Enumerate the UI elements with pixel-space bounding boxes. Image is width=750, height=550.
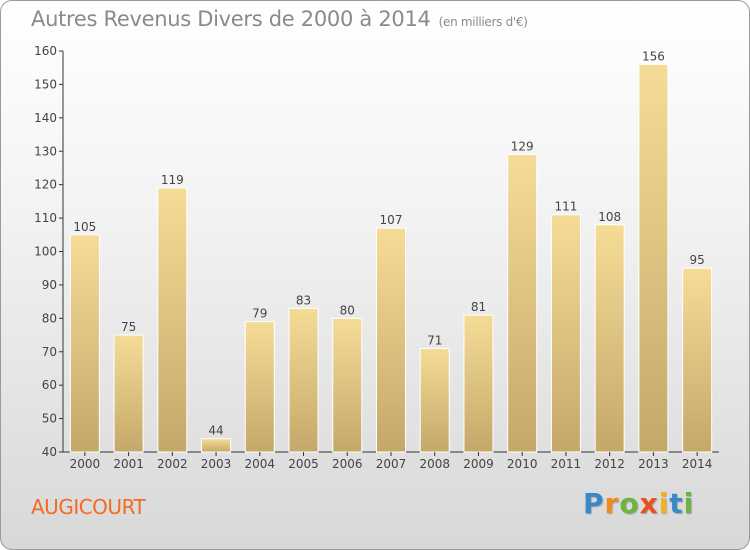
y-tick-label: 150 [34,77,57,91]
y-tick-label: 160 [34,44,57,58]
bar [550,214,581,453]
data-label: 44 [208,424,223,438]
x-tick-label: 2005 [288,457,319,471]
data-label: 111 [554,200,577,214]
x-tick-label: 2002 [157,457,188,471]
x-tick-label: 2009 [463,457,494,471]
x-tick-label: 2004 [245,457,276,471]
data-label: 129 [511,140,534,154]
x-tick-label: 2001 [113,457,144,471]
logo-letter: i [658,487,670,520]
x-tick-label: 2010 [507,457,538,471]
bar [507,154,538,453]
y-tick-label: 60 [42,378,57,392]
data-label: 108 [598,210,621,224]
chart-title: Autres Revenus Divers de 2000 à 2014 (en … [31,7,528,31]
chart-title-text: Autres Revenus Divers de 2000 à 2014 [31,7,431,31]
bar [594,224,625,453]
x-tick-label: 2003 [201,457,232,471]
x-tick-label: 2012 [594,457,625,471]
data-label: 105 [73,220,96,234]
commune-name: AUGICOURT [31,495,146,519]
bar [69,234,100,453]
y-tick-label: 130 [34,144,57,158]
data-label: 75 [121,320,136,334]
chart-subtitle: (en milliers d'€) [438,15,528,29]
logo-letter: r [604,487,620,520]
data-label: 80 [340,303,355,317]
y-tick-label: 70 [42,345,57,359]
y-tick-label: 40 [42,445,57,459]
logo-letter: x [639,487,659,520]
logo-letter: P [583,487,605,520]
bar [332,317,363,453]
data-label: 107 [380,213,403,227]
x-tick-label: 2007 [376,457,407,471]
bar [376,227,406,453]
y-tick-label: 80 [42,311,57,325]
data-label: 81 [471,300,486,314]
x-tick-label: 2000 [70,457,101,471]
bar [419,347,450,453]
bar [682,267,713,453]
bar [201,438,232,453]
x-tick-label: 2011 [551,457,582,471]
x-tick-label: 2006 [332,457,363,471]
x-tick-label: 2014 [682,457,713,471]
logo-letter: t [669,487,684,520]
data-label: 119 [161,173,184,187]
data-label: 83 [296,293,311,307]
logo-letter: i [683,487,695,520]
y-tick-label: 50 [42,412,57,426]
data-label: 95 [689,253,704,267]
y-tick-label: 100 [34,245,57,259]
data-label: 156 [642,49,665,63]
x-tick-label: 2013 [638,457,669,471]
y-tick-label: 90 [42,278,57,292]
proxiti-logo[interactable]: Proxiti [583,487,694,520]
data-label: 71 [427,333,442,347]
bar [113,334,144,453]
bar [157,187,188,453]
bar [244,321,275,453]
x-tick-label: 2008 [419,457,450,471]
bar [288,307,319,453]
y-tick-label: 120 [34,178,57,192]
y-tick-label: 110 [34,211,57,225]
data-label: 79 [252,307,267,321]
logo-letter: o [619,487,640,520]
y-tick-label: 140 [34,111,57,125]
bar [638,63,669,453]
bar [463,314,494,453]
